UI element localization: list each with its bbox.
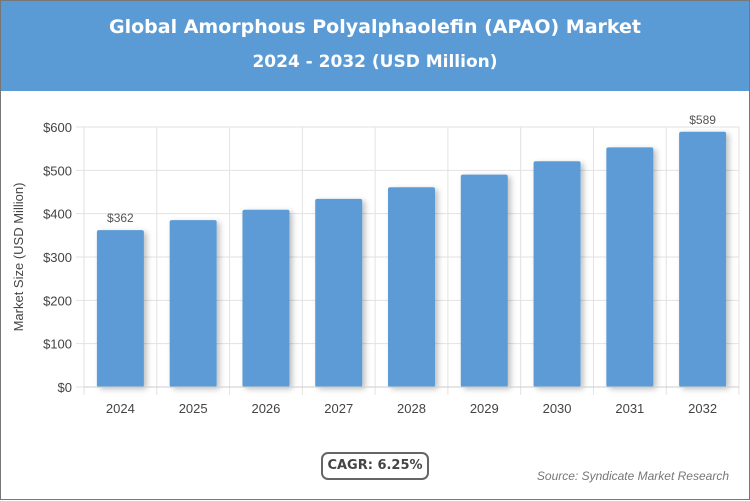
x-tick-label: 2029	[470, 401, 499, 416]
y-tick-label: $0	[58, 380, 72, 395]
bar-2026	[242, 209, 290, 387]
x-tick-label: 2026	[251, 401, 280, 416]
bar-2028	[388, 187, 435, 387]
source-note: Source: Syndicate Market Research	[536, 469, 729, 483]
data-label: $589	[689, 113, 716, 127]
x-tick-label: 2031	[615, 401, 644, 416]
y-tick-label: $300	[43, 250, 72, 265]
x-tick-label: 2024	[106, 401, 135, 416]
bar-2025	[169, 220, 217, 387]
cagr-badge: CAGR: 6.25%	[321, 452, 429, 480]
x-tick-label: 2030	[543, 401, 572, 416]
bar-2030	[533, 161, 581, 387]
y-tick-label: $600	[43, 120, 72, 135]
y-tick-label: $100	[43, 337, 72, 352]
chart-title: Global Amorphous Polyalphaolefin (APAO) …	[108, 16, 642, 38]
x-tick-label: 2027	[324, 401, 353, 416]
x-tick-label: 2032	[688, 401, 717, 416]
x-tick-label: 2025	[179, 401, 208, 416]
y-tick-label: $500	[43, 163, 72, 178]
bar-2024	[96, 230, 144, 387]
y-tick-label: $200	[43, 293, 72, 308]
chart-subtitle: 2024 - 2032 (USD Million)	[252, 52, 498, 72]
chart-header: Global Amorphous Polyalphaolefin (APAO) …	[1, 1, 749, 91]
bar-2029	[460, 174, 508, 387]
bar-2031	[606, 147, 654, 387]
y-axis-label: Market Size (USD Million)	[11, 183, 26, 332]
x-tick-label: 2028	[397, 401, 426, 416]
y-tick-label: $400	[43, 207, 72, 222]
bar-2027	[315, 198, 363, 387]
bar-2032	[679, 131, 727, 387]
data-label: $362	[107, 211, 134, 225]
